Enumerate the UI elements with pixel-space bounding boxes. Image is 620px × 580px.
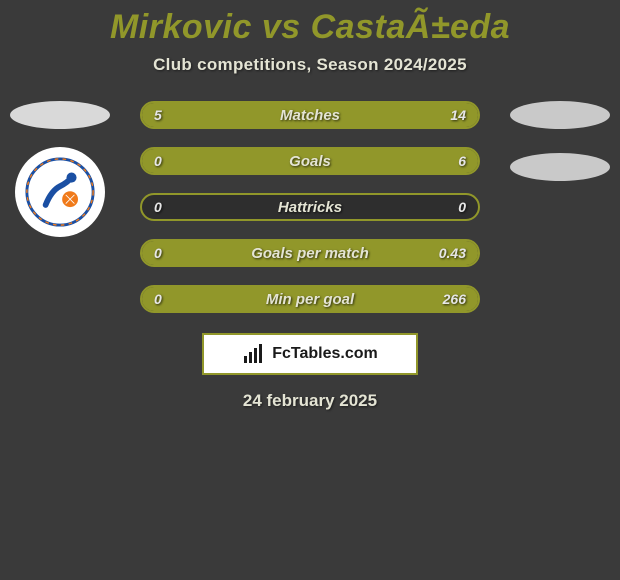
- country-badge-right-2: [510, 153, 610, 181]
- stat-label: Hattricks: [142, 195, 478, 219]
- stats-bar-list: 514Matches 06Goals 00Hattricks 00.43Goals p…: [140, 101, 480, 313]
- bar-chart-icon: [242, 342, 266, 366]
- comparison-card: Mirkovic vs CastaÃ±eda Club competitions…: [0, 0, 620, 580]
- stat-bar: 0266Min per goal: [140, 285, 480, 313]
- stat-bar: 514Matches: [140, 101, 480, 129]
- club-logo-icon: [24, 156, 96, 228]
- country-badge-right-1: [510, 101, 610, 129]
- brand-label: FcTables.com: [272, 345, 378, 363]
- stat-bar: 00Hattricks: [140, 193, 480, 221]
- stat-label: Goals: [142, 149, 478, 173]
- vs-separator: vs: [252, 8, 311, 46]
- page-title: Mirkovic vs CastaÃ±eda: [0, 0, 620, 47]
- stat-bar: 00.43Goals per match: [140, 239, 480, 267]
- brand-plate[interactable]: FcTables.com: [202, 333, 418, 375]
- stat-label: Min per goal: [142, 287, 478, 311]
- stat-bar: 06Goals: [140, 147, 480, 175]
- badges-left-column: [10, 101, 110, 237]
- stat-label: Matches: [142, 103, 478, 127]
- country-badge-left: [10, 101, 110, 129]
- club-badge-left: [15, 147, 105, 237]
- player1-name: Mirkovic: [110, 8, 252, 46]
- main-area: 514Matches 06Goals 00Hattricks 00.43Goals p…: [0, 101, 620, 411]
- subtitle: Club competitions, Season 2024/2025: [0, 55, 620, 75]
- badges-right-column: [510, 101, 610, 181]
- stat-label: Goals per match: [142, 241, 478, 265]
- date-line: 24 february 2025: [0, 391, 620, 411]
- player2-name: CastaÃ±eda: [311, 8, 510, 46]
